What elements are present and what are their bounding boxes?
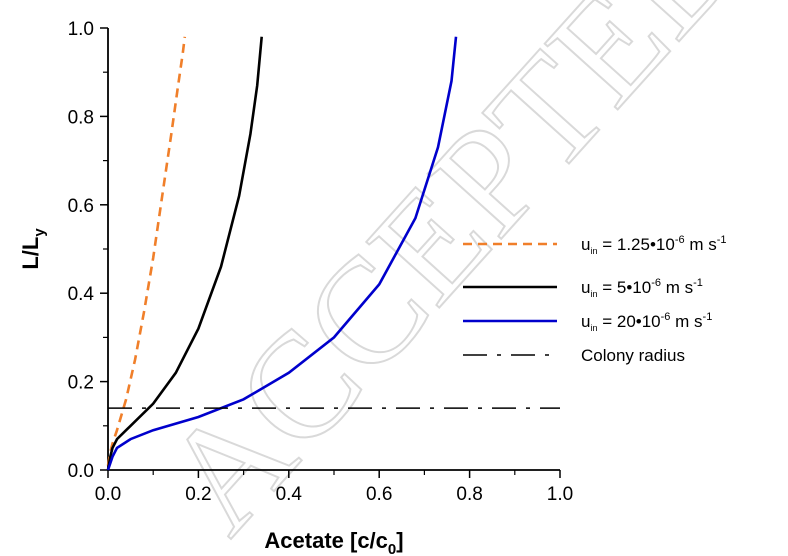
series-line-2: [106, 36, 263, 471]
axes: 0.0 0.2 0.4 0.6 0.8 1.0 0.0 0.2 0.4 0.6 0.8 1.0: [68, 19, 574, 505]
y-axis-title-sub: y: [31, 228, 48, 237]
y-tick-label: 0.0: [68, 461, 94, 482]
x-axis-title-sub: 0: [388, 541, 396, 556]
y-tick-label: 0.8: [68, 107, 94, 128]
x-tick-label: 0.2: [185, 484, 211, 505]
y-tick-label: 1.0: [68, 19, 94, 40]
x-tick-label: 1.0: [547, 484, 573, 505]
x-ticks: 0.0 0.2 0.4 0.6 0.8 1.0: [95, 470, 573, 505]
series-line-1: [106, 36, 187, 466]
x-axis-title-main: Acetate [c/c: [264, 528, 388, 553]
y-tick-label: 0.6: [68, 196, 94, 217]
y-tick-label: 0.4: [68, 284, 95, 305]
legend-label-1: uin = 1.25•10-6 m s-1: [581, 234, 726, 256]
x-axis-title-end: ]: [396, 528, 403, 553]
x-tick-label: 0.6: [366, 484, 392, 505]
y-ticks: 0.0 0.2 0.4 0.6 0.8 1.0: [68, 19, 108, 482]
y-axis-title-main: L/L: [18, 237, 43, 270]
legend: uin = 1.25•10-6 m s-1 uin = 5•10-6 m s-1 u…: [463, 234, 726, 365]
series-line-3: [106, 36, 458, 471]
legend-label-3: uin = 20•10-6 m s-1: [581, 311, 712, 333]
legend-label-4: Colony radius: [581, 346, 685, 365]
x-axis-title: Acetate [c/c0]: [264, 528, 403, 556]
x-tick-label: 0.8: [456, 484, 482, 505]
legend-label-2: uin = 5•10-6 m s-1: [581, 277, 703, 299]
x-tick-label: 0.0: [95, 484, 121, 505]
series-layer: [106, 36, 560, 471]
x-tick-label: 0.4: [276, 484, 303, 505]
y-tick-label: 0.2: [68, 373, 94, 394]
y-axis-title: L/Ly: [18, 228, 48, 270]
